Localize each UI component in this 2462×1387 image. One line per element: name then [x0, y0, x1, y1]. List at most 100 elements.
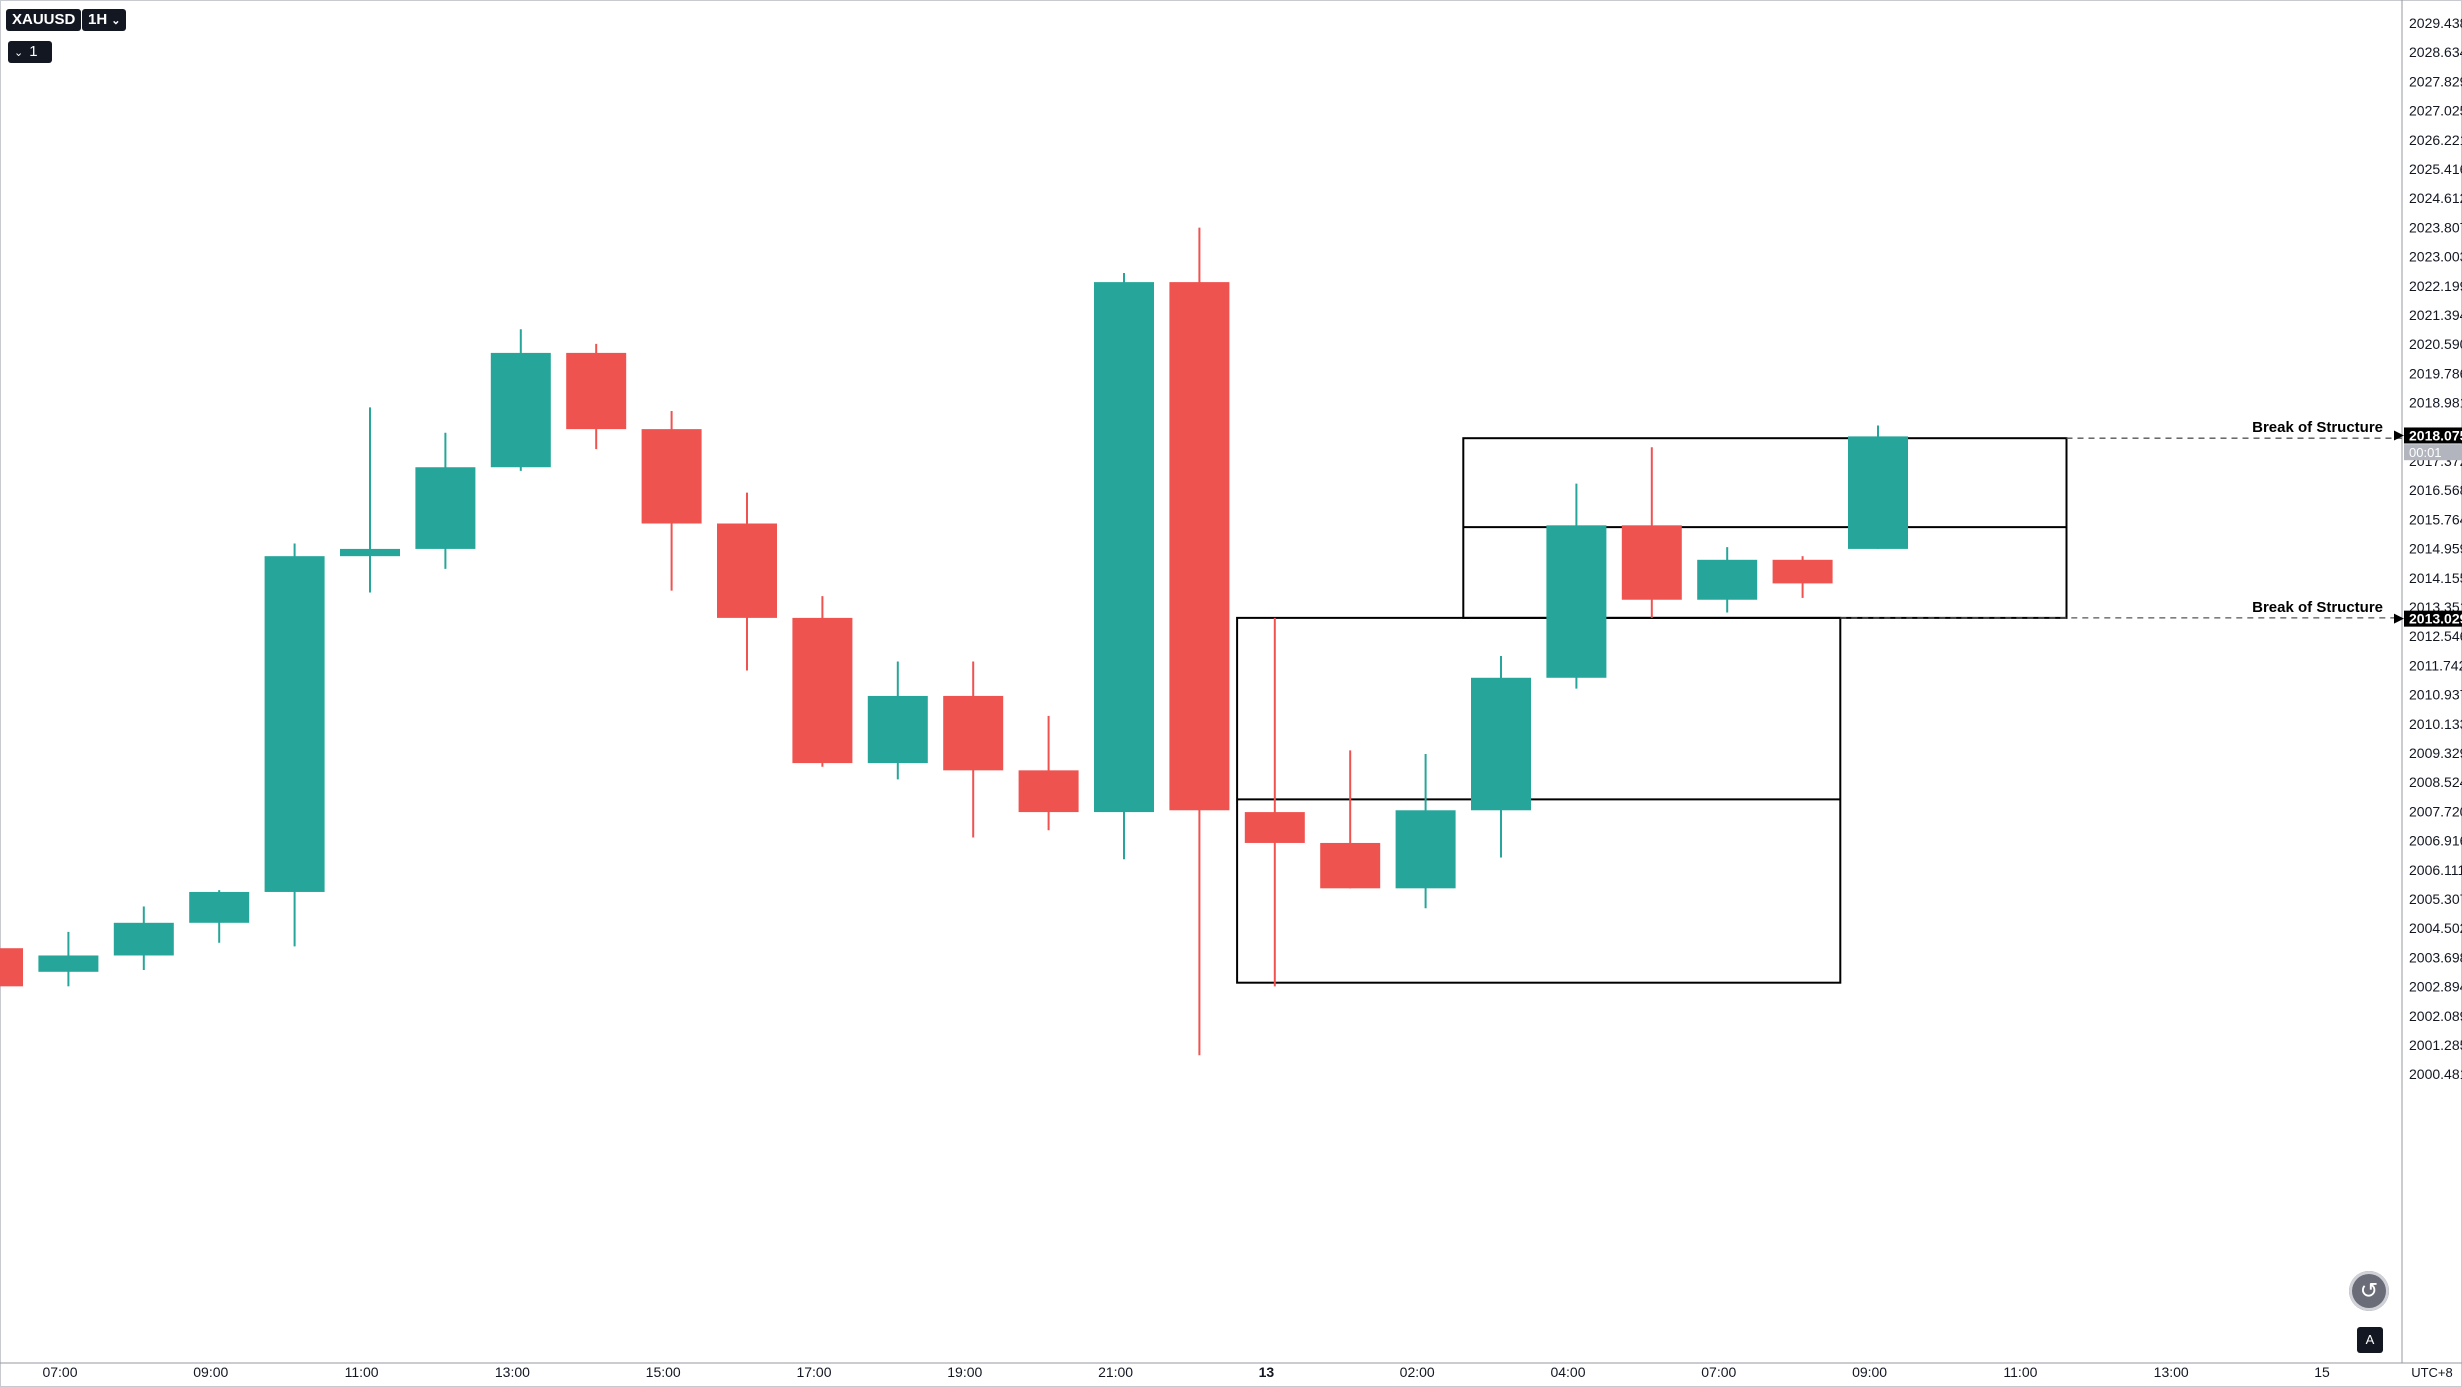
candle-body — [1395, 810, 1456, 889]
candle-body — [867, 695, 928, 764]
candle-body — [1094, 282, 1154, 813]
candle — [415, 432, 476, 569]
y-tick-label: 2021.394 — [2409, 307, 2462, 323]
candle — [867, 661, 928, 780]
bos-label: Break of Structure — [2252, 419, 2383, 436]
y-tick-label: 2006.916 — [2409, 833, 2462, 849]
indicators-count: 1 — [29, 43, 38, 60]
auto-scale-button[interactable]: A — [2357, 1327, 2383, 1353]
candle — [1621, 447, 1682, 618]
y-tick-label: 2027.829 — [2409, 73, 2462, 89]
candle-body — [1169, 282, 1230, 811]
x-tick-label: 07:00 — [1701, 1364, 1736, 1380]
x-tick-label: 13:00 — [495, 1364, 530, 1380]
x-tick-label: 15:00 — [646, 1364, 681, 1380]
x-tick-label: 04:00 — [1550, 1364, 1585, 1380]
interval-label: 1H — [88, 11, 108, 28]
x-tick-label: 15 — [2314, 1364, 2330, 1380]
candle-body — [490, 352, 551, 468]
y-tick-label: 2006.111 — [2409, 862, 2462, 878]
zone-2 — [1236, 616, 1842, 984]
x-tick-label: 19:00 — [947, 1364, 982, 1380]
x-tick-label: 11:00 — [2003, 1364, 2037, 1380]
candle-body — [113, 922, 174, 956]
price-label-bg — [2404, 427, 2462, 444]
candle-body — [1621, 525, 1682, 600]
price-label-pointer — [2394, 430, 2404, 441]
candle-body — [1546, 525, 1607, 678]
y-tick-label: 2020.590 — [2409, 336, 2462, 352]
candle — [1244, 617, 1305, 987]
price-label-bg — [2404, 610, 2462, 627]
candle — [1848, 425, 1908, 549]
x-tick-label: 17:00 — [796, 1364, 831, 1380]
candle-body — [0, 948, 23, 987]
candle-body — [717, 523, 777, 618]
x-tick-label: 11:00 — [345, 1364, 379, 1380]
candle — [943, 661, 1004, 838]
auto-scale-icon: A — [2365, 1332, 2375, 1347]
candle-body — [1471, 677, 1531, 811]
y-tick-label: 2016.568 — [2409, 482, 2462, 498]
y-tick-label: 2004.502 — [2409, 920, 2462, 936]
candle — [490, 329, 551, 471]
candle — [1094, 273, 1154, 860]
countdown-bg — [2404, 444, 2462, 461]
candle — [1772, 556, 1833, 598]
candle — [113, 906, 174, 970]
y-tick-label: 2018.981 — [2409, 395, 2462, 411]
candle — [641, 410, 702, 591]
x-tick-label: 09:00 — [1852, 1364, 1887, 1380]
y-tick-label: 2026.221 — [2409, 132, 2462, 148]
candle — [717, 492, 777, 671]
y-tick-label: 2012.546 — [2409, 628, 2462, 644]
candle-body — [566, 352, 627, 430]
candle-body — [340, 548, 400, 557]
candle — [1546, 483, 1607, 689]
symbol-label: XAUUSD — [12, 11, 76, 28]
candle — [189, 890, 250, 943]
y-tick-label: 2011.742 — [2409, 657, 2462, 673]
y-tick-label: 2018.075 — [2409, 427, 2462, 443]
y-tick-label: 2001.285 — [2409, 1037, 2462, 1053]
candle-body — [1772, 559, 1833, 584]
y-tick-label: 2027.025 — [2409, 103, 2462, 119]
candle — [1169, 227, 1230, 1056]
price-label-pointer — [2394, 613, 2404, 624]
candle — [340, 407, 400, 593]
candle — [566, 343, 627, 450]
indicators-toggle[interactable]: ⌄ 1 — [8, 41, 52, 63]
candle — [1395, 754, 1456, 909]
x-tick-label: 07:00 — [42, 1364, 77, 1380]
y-tick-label: 2007.720 — [2409, 803, 2462, 819]
x-tick-label: 09:00 — [193, 1364, 228, 1380]
candle-body — [1697, 559, 1758, 600]
candle — [1018, 715, 1079, 831]
reset-icon: ↺ — [2359, 1278, 2379, 1303]
candle — [1471, 655, 1531, 858]
y-tick-label: 2002.089 — [2409, 1008, 2462, 1024]
y-tick-label: 2000.481 — [2409, 1066, 2462, 1082]
reset-chart-button[interactable]: ↺ — [2349, 1271, 2389, 1311]
interval-chip[interactable]: 1H ⌄ — [82, 9, 127, 31]
candle — [792, 596, 853, 767]
y-tick-label: 2013.029 — [2409, 611, 2462, 627]
y-tick-label: 2014.155 — [2409, 570, 2462, 586]
candle-body — [792, 617, 853, 764]
y-tick-label: 2029.438 — [2409, 15, 2462, 31]
candle — [264, 543, 325, 947]
candle — [1697, 547, 1758, 613]
y-tick-label: 2023.807 — [2409, 219, 2462, 235]
y-tick-label: 2024.612 — [2409, 190, 2462, 206]
countdown-label: 00:01 — [2409, 445, 2442, 460]
candle-body — [38, 955, 99, 972]
candle-body — [1320, 842, 1381, 889]
y-tick-label: 2015.764 — [2409, 511, 2462, 527]
symbol-chip[interactable]: XAUUSD — [6, 9, 82, 31]
timezone-label: UTC+8 — [2411, 1365, 2453, 1380]
y-tick-label: 2022.199 — [2409, 278, 2462, 294]
y-tick-label: 2028.634 — [2409, 44, 2462, 60]
